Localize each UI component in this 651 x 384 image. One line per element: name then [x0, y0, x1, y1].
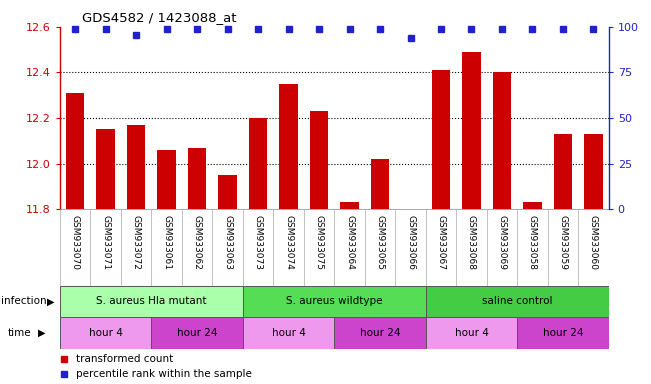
- Text: GSM933058: GSM933058: [528, 215, 537, 270]
- Bar: [66, 93, 84, 209]
- Bar: [518, 317, 609, 349]
- Text: S. aureus Hla mutant: S. aureus Hla mutant: [96, 296, 206, 306]
- Text: transformed count: transformed count: [76, 354, 174, 364]
- Bar: [96, 129, 115, 209]
- Text: GSM933062: GSM933062: [193, 215, 202, 270]
- Text: ▶: ▶: [47, 296, 55, 306]
- Text: GSM933060: GSM933060: [589, 215, 598, 270]
- Text: hour 24: hour 24: [360, 328, 400, 338]
- Text: hour 24: hour 24: [543, 328, 583, 338]
- Text: hour 4: hour 4: [454, 328, 488, 338]
- Bar: [243, 317, 335, 349]
- Text: GSM933072: GSM933072: [132, 215, 141, 270]
- Text: hour 4: hour 4: [271, 328, 305, 338]
- Text: GSM933073: GSM933073: [254, 215, 262, 270]
- Bar: [158, 150, 176, 209]
- Text: GSM933071: GSM933071: [101, 215, 110, 270]
- Bar: [243, 286, 426, 317]
- Text: S. aureus wildtype: S. aureus wildtype: [286, 296, 383, 306]
- Text: ▶: ▶: [38, 328, 46, 338]
- Text: GSM933075: GSM933075: [314, 215, 324, 270]
- Bar: [310, 111, 328, 209]
- Bar: [127, 125, 145, 209]
- Bar: [249, 118, 267, 209]
- Text: hour 24: hour 24: [177, 328, 217, 338]
- Text: hour 4: hour 4: [89, 328, 122, 338]
- Bar: [585, 134, 603, 209]
- Bar: [219, 175, 237, 209]
- Text: GSM933070: GSM933070: [71, 215, 79, 270]
- Text: GSM933059: GSM933059: [559, 215, 568, 270]
- Text: time: time: [8, 328, 31, 338]
- Text: GSM933067: GSM933067: [437, 215, 445, 270]
- Bar: [554, 134, 572, 209]
- Bar: [432, 70, 450, 209]
- Bar: [340, 202, 359, 209]
- Text: saline control: saline control: [482, 296, 553, 306]
- Text: GSM933074: GSM933074: [284, 215, 293, 270]
- Bar: [493, 73, 511, 209]
- Text: GSM933068: GSM933068: [467, 215, 476, 270]
- Bar: [523, 202, 542, 209]
- Bar: [279, 84, 298, 209]
- Text: GSM933061: GSM933061: [162, 215, 171, 270]
- Text: GSM933065: GSM933065: [376, 215, 385, 270]
- Text: GSM933064: GSM933064: [345, 215, 354, 270]
- Text: percentile rank within the sample: percentile rank within the sample: [76, 369, 252, 379]
- Bar: [60, 317, 151, 349]
- Bar: [335, 317, 426, 349]
- Text: GDS4582 / 1423088_at: GDS4582 / 1423088_at: [82, 11, 236, 24]
- Bar: [371, 159, 389, 209]
- Bar: [60, 286, 243, 317]
- Text: infection: infection: [1, 296, 47, 306]
- Bar: [426, 286, 609, 317]
- Text: GSM933066: GSM933066: [406, 215, 415, 270]
- Text: GSM933069: GSM933069: [497, 215, 506, 270]
- Bar: [426, 317, 518, 349]
- Bar: [188, 148, 206, 209]
- Bar: [462, 52, 480, 209]
- Bar: [151, 317, 243, 349]
- Text: GSM933063: GSM933063: [223, 215, 232, 270]
